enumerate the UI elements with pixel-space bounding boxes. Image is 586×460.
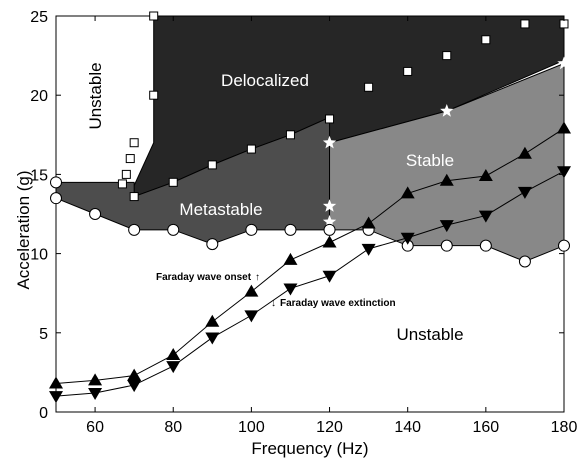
data-point-square-open xyxy=(122,170,130,178)
data-point-triangle-up xyxy=(205,315,219,327)
y-axis-label: Acceleration (g) xyxy=(14,170,33,289)
data-point-square-open xyxy=(130,139,138,147)
annotation-onset-text: Faraday wave onset xyxy=(156,272,252,283)
data-point-circle-open xyxy=(51,177,62,188)
y-tick-label: 25 xyxy=(30,9,48,26)
data-point-circle-open xyxy=(168,224,179,235)
data-point-triangle-up xyxy=(49,376,63,388)
data-point-triangle-down xyxy=(323,271,337,283)
data-point-circle-open xyxy=(246,224,257,235)
data-point-circle-open xyxy=(559,240,570,251)
data-point-triangle-down xyxy=(166,361,180,373)
region-label-stable-2: Stable xyxy=(406,151,454,170)
data-point-triangle-down xyxy=(283,283,297,295)
data-point-circle-open xyxy=(207,239,218,250)
x-tick-label: 160 xyxy=(472,419,499,436)
data-point-square-open xyxy=(130,193,138,201)
data-point-triangle-down xyxy=(205,333,219,345)
y-tick-label: 20 xyxy=(30,88,48,105)
data-point-square-open xyxy=(150,91,158,99)
data-point-square-open xyxy=(404,67,412,75)
data-point-square-open xyxy=(150,12,158,20)
x-tick-label: 180 xyxy=(551,419,578,436)
data-point-triangle-up xyxy=(323,236,337,248)
data-point-square-open xyxy=(365,83,373,91)
data-point-square-open xyxy=(118,180,126,188)
data-point-square-open xyxy=(208,161,216,169)
data-point-circle-open xyxy=(441,240,452,251)
data-point-circle-open xyxy=(90,209,101,220)
data-point-square-open xyxy=(286,131,294,139)
annotation-extinction-text: Faraday wave extinction xyxy=(280,298,396,309)
data-point-square-open xyxy=(326,115,334,123)
region-label-unstable-3: Unstable xyxy=(86,62,105,129)
data-point-triangle-up xyxy=(244,285,258,297)
data-point-triangle-up xyxy=(166,348,180,360)
data-point-square-open xyxy=(443,52,451,60)
data-point-triangle-down xyxy=(244,310,258,322)
data-point-triangle-down xyxy=(88,388,102,400)
data-point-square-open xyxy=(521,20,529,28)
data-point-circle-open xyxy=(324,224,335,235)
data-point-circle-open xyxy=(285,224,296,235)
x-axis-label: Frequency (Hz) xyxy=(251,439,368,458)
annotation-extinction: ↓ Faraday wave extinction xyxy=(271,298,396,309)
x-tick-label: 120 xyxy=(316,419,343,436)
data-point-square-open xyxy=(247,145,255,153)
data-point-triangle-up xyxy=(127,369,141,381)
x-tick-label: 140 xyxy=(394,419,421,436)
x-tick-label: 80 xyxy=(164,419,182,436)
region-label-delocalized-0: Delocalized xyxy=(221,71,309,90)
annotation-extinction-arrow: ↓ xyxy=(271,298,276,309)
data-point-circle-open xyxy=(519,256,530,267)
region-label-unstable-4: Unstable xyxy=(396,325,463,344)
x-tick-label: 100 xyxy=(238,419,265,436)
data-point-square-open xyxy=(169,178,177,186)
data-point-triangle-down xyxy=(49,391,63,403)
data-point-circle-open xyxy=(51,193,62,204)
data-point-square-open xyxy=(482,36,490,44)
data-point-square-open xyxy=(560,20,568,28)
region-label-metastable-1: Metastable xyxy=(179,200,262,219)
y-tick-label: 0 xyxy=(39,405,48,422)
data-point-circle-open xyxy=(129,224,140,235)
annotation-onset-arrow: ↑ xyxy=(255,272,260,283)
x-tick-label: 60 xyxy=(86,419,104,436)
data-point-triangle-up xyxy=(283,253,297,265)
data-point-circle-open xyxy=(480,240,491,251)
data-point-triangle-down xyxy=(362,244,376,256)
y-tick-label: 5 xyxy=(39,326,48,343)
data-point-square-open xyxy=(126,155,134,163)
annotation-onset: Faraday wave onset ↑ xyxy=(156,272,260,283)
